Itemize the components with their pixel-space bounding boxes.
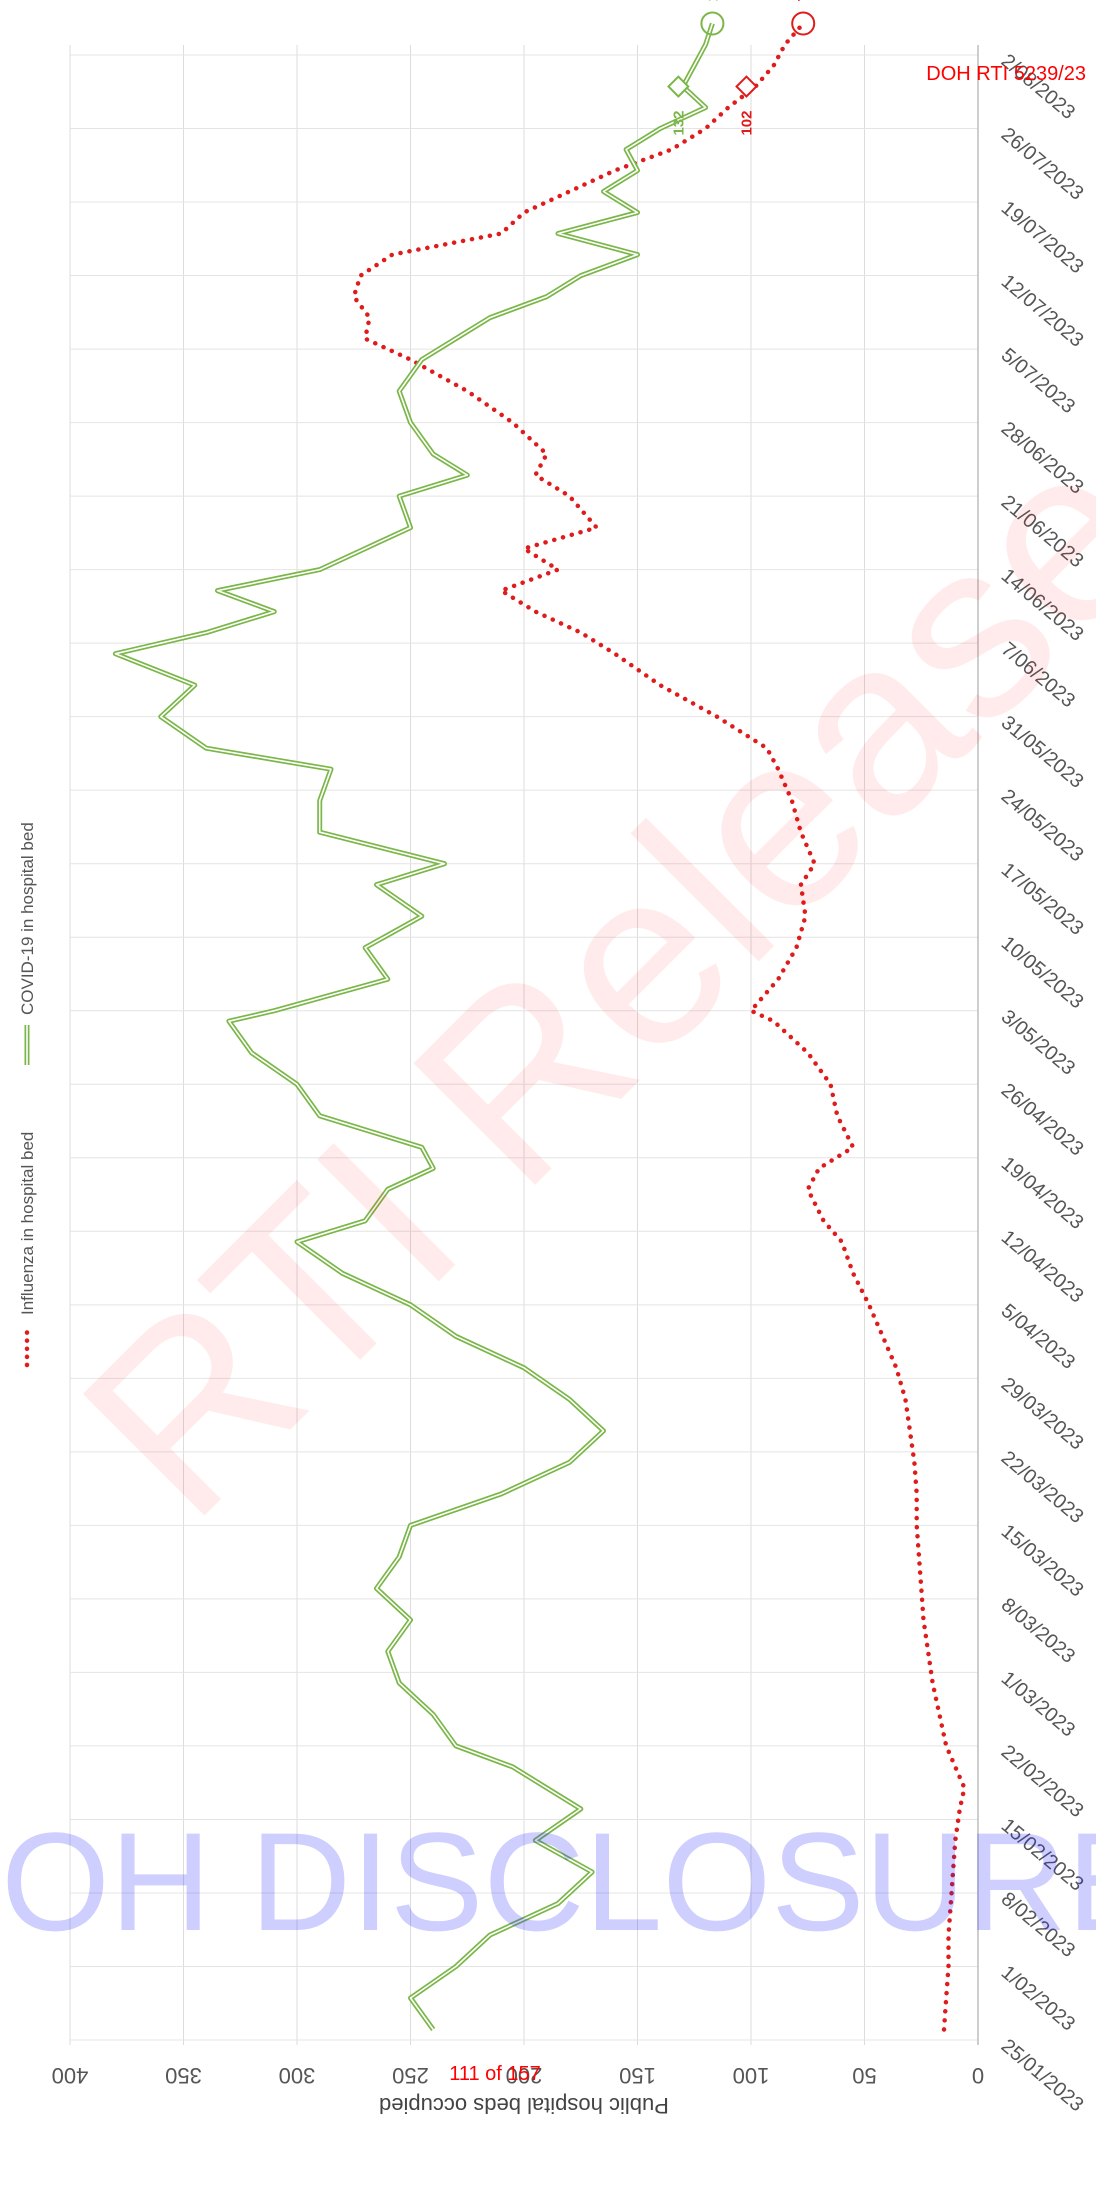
y-tick-350: 350 [165,2063,202,2088]
legend-label-influenza: Influenza in hospital bed [18,1132,37,1315]
rti-reference: DOH RTI 5239/23 [926,63,1086,85]
annotation-marker-1 [667,75,690,98]
annotation-label-0: 117 [704,0,721,1]
x-tick-24: 12/07/2023 [997,271,1088,352]
watermark-disclosure-log: DOH DISCLOSURE LOG [0,1803,1096,1960]
x-tick-16: 17/05/2023 [997,859,1088,940]
y-tick-300: 300 [279,2063,316,2088]
annotation-label-3: 102 [738,111,755,136]
legend-label-covid: COVID-19 in hospital bed [18,822,37,1015]
annotations: 117 132 77 102 [667,0,816,136]
x-tick-12: 19/04/2023 [997,1153,1088,1234]
x-tick-26: 26/07/2023 [997,123,1088,204]
annotation-label-2: 77 [795,0,812,1]
series-line-covid-inner [114,23,714,2030]
legend: Influenza in hospital bed COVID-19 in ho… [18,822,37,1368]
x-tick-27: 2/08/2023 [997,50,1079,124]
x-tick-15: 10/05/2023 [997,932,1088,1013]
watermark-rti-release: RTI Release [30,391,1096,1568]
annotation-label-1: 132 [670,111,687,136]
y-tick-250: 250 [392,2063,429,2088]
x-tick-10: 5/04/2023 [997,1300,1079,1374]
annotation-marker-2 [791,11,816,36]
x-tick-1: 1/02/2023 [997,1961,1079,2035]
y-axis-label: Public hospital beds occupied [379,2093,669,2118]
y-tick-100: 100 [733,2063,770,2088]
y-tick-200: 200 [506,2063,543,2088]
x-tick-9: 29/03/2023 [997,1373,1088,1454]
x-tick-17: 24/05/2023 [997,785,1088,866]
legend-item-influenza: Influenza in hospital bed [18,1132,37,1368]
x-tick-25: 19/07/2023 [997,197,1088,278]
page-number: 111 of 157 [449,2063,541,2085]
x-tick-13: 26/04/2023 [997,1079,1088,1160]
x-tick-7: 15/03/2023 [997,1520,1088,1601]
y-tick-150: 150 [619,2063,656,2088]
x-tick-8: 22/03/2023 [997,1447,1088,1528]
x-tick-14: 3/05/2023 [997,1006,1079,1080]
legend-item-covid: COVID-19 in hospital bed [18,822,37,1065]
y-tick-0: 0 [972,2063,984,2088]
annotation-marker-3 [735,75,758,98]
x-tick-5: 1/03/2023 [997,1667,1079,1741]
x-tick-11: 12/04/2023 [997,1226,1088,1307]
y-tick-400: 400 [52,2063,89,2088]
annotation-marker-0 [700,11,725,36]
y-tick-50: 50 [852,2063,876,2088]
x-tick-6: 8/03/2023 [997,1594,1079,1668]
series-layer [112,21,967,2032]
x-tick-0: 25/01/2023 [997,2035,1088,2116]
y-tick-labels: 0 50 100 150 200 250 300 350 400 [52,2063,984,2088]
